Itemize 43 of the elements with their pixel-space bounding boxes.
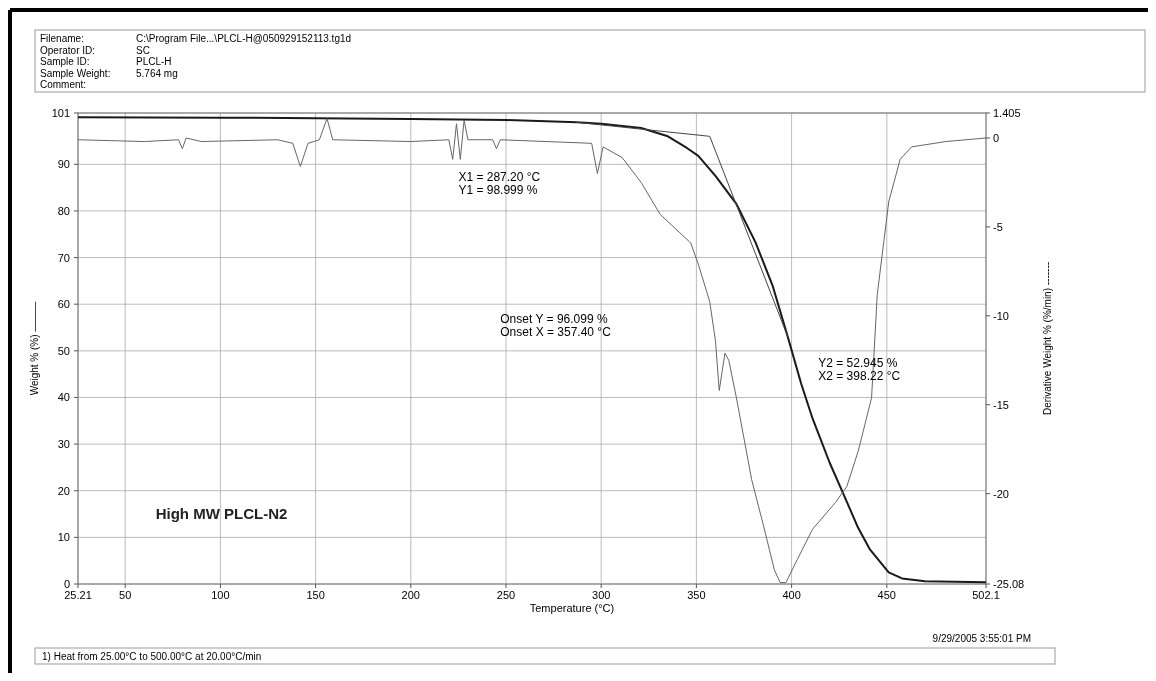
text: Filename: C:\Program File...\PLCL-H@050929152113.tg1d [40,33,352,44]
y-tick-label: 10 [57,531,70,544]
y2-tick-label: 1.405 [993,107,1021,119]
annotation: Y2 = 52.945 % X2 = 398.22 °C [818,356,901,384]
annotation: Onset Y = 96.099 % Onset X = 357.40 °C [500,311,612,339]
y-tick-label: 0 [63,578,70,590]
text: Comment: [40,79,87,90]
text: 9/29/2005 3:55:01 PM [932,633,1031,644]
text: Operator ID: SC [40,44,150,56]
y2-tick-label: -15 [993,398,1009,411]
text: High MW PLCL-N2 [155,504,288,522]
y2-tick-label: -5 [993,220,1003,233]
text: 1) Heat from 25.00°C to 500.00°C at 20.00°C/min [42,651,262,662]
x-tick-label: 450 [877,589,896,601]
annotation: X1 = 287.20 °C Y1 = 98.999 % [458,169,541,197]
y-tick-label: 20 [57,484,70,497]
y2-tick-label: -25.08 [993,578,1025,590]
x-tick-label: 50 [119,589,132,601]
x-tick-label: 150 [306,589,325,601]
y-axis-title: Weight % (%) ——— [29,301,40,396]
x-tick-label: 350 [687,589,706,601]
y2-tick-label: -10 [993,309,1009,322]
y2-axis-title: Derivative Weight % (%/min) ------- [1042,261,1053,416]
y-tick-label: 101 [51,107,70,119]
y2-tick-label: 0 [993,131,1000,144]
text: Sample Weight: 5.764 mg [40,67,178,79]
x-tick-label: 400 [782,589,801,601]
y-tick-label: 50 [57,344,70,357]
y-tick-label: 40 [57,391,70,404]
y-tick-label: 80 [57,204,70,217]
x-tick-label: 25.21 [64,589,92,601]
x-tick-label: 502.1 [972,589,1000,601]
x-tick-label: 100 [211,589,230,601]
y-tick-label: 90 [57,158,70,171]
x-axis-title: Temperature (°C) [529,602,615,614]
x-tick-label: 300 [592,589,611,601]
x-tick-label: 200 [401,589,420,601]
y2-tick-label: -20 [993,487,1009,500]
text: Sample ID: PLCL-H [40,56,172,67]
x-tick-label: 250 [496,589,516,601]
y-tick-label: 70 [57,251,70,264]
y-tick-label: 30 [57,438,70,451]
y-tick-label: 60 [57,298,70,311]
